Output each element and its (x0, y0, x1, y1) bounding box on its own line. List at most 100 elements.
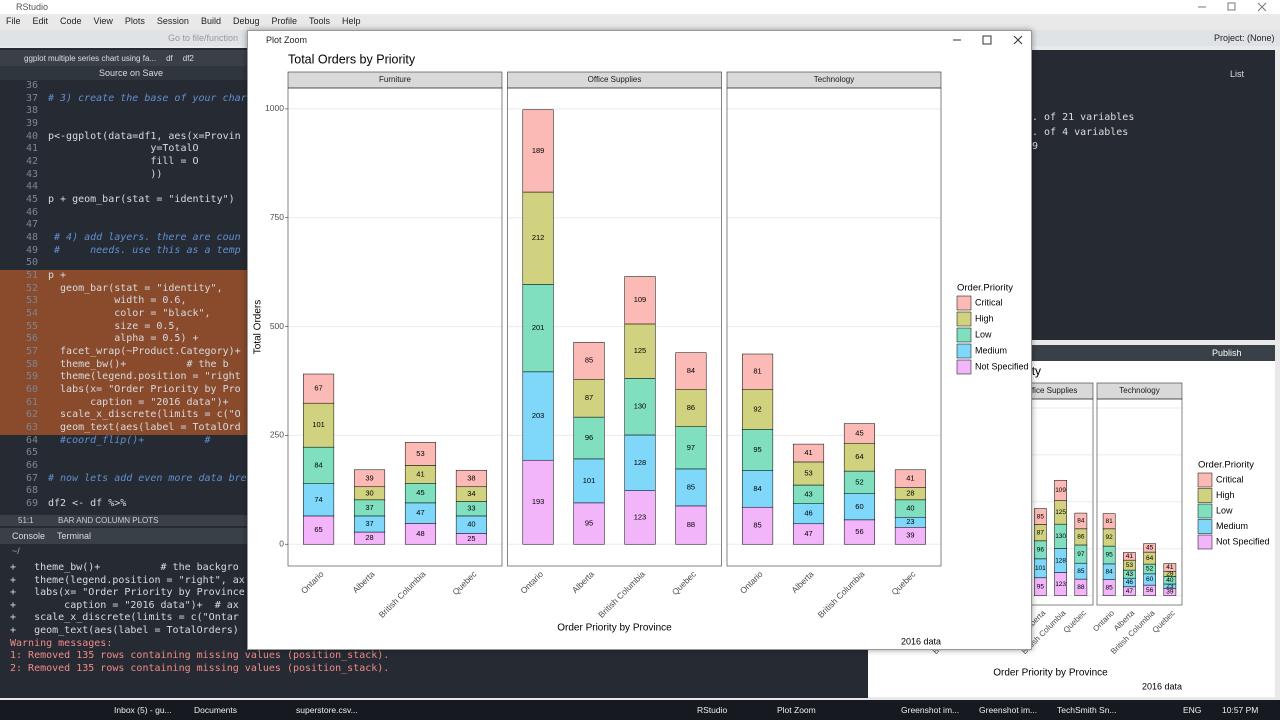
code-line: 49 # needs. use this as a temp (0, 245, 247, 258)
bar-segment (1074, 512, 1088, 530)
menu-item[interactable]: File (6, 16, 21, 26)
taskbar-item[interactable]: RStudio (697, 705, 728, 715)
legend-label: Low (975, 329, 992, 339)
taskbar-item[interactable]: 10:57 PM (1222, 705, 1259, 715)
bar-segment (675, 468, 707, 507)
line-number: 58 (25, 358, 38, 370)
line-number: 63 (25, 422, 38, 434)
code-text: p<-ggplot(data=df1, aes(x=Provin (48, 130, 241, 142)
line-number: 55 (25, 320, 38, 332)
bar-segment (624, 490, 656, 545)
line-number: 60 (25, 384, 38, 396)
x-tick-label: Ontario (738, 569, 765, 596)
code-line: 53 width = 0.6, (0, 295, 247, 309)
bar-segment (843, 442, 876, 472)
console-line: Warning messages: (10, 637, 113, 649)
menu-item[interactable]: Code (60, 16, 82, 26)
taskbar-item[interactable]: Plot Zoom (777, 705, 816, 715)
taskbar-item[interactable]: superstore.csv... (296, 705, 358, 715)
code-line: 59 theme(legend.position = "right (0, 371, 247, 385)
taskbar-item[interactable]: ENG (1183, 705, 1202, 715)
project-menu[interactable]: Project: (None) (1214, 33, 1275, 43)
facet-label: Office Supplies (588, 75, 642, 84)
menu-item[interactable]: Plots (124, 16, 145, 26)
value-label: 60 (1146, 576, 1154, 583)
menu-item[interactable]: Profile (271, 16, 298, 26)
bar-segment (303, 446, 335, 484)
code-line: 44 (0, 181, 247, 194)
taskbar-item[interactable]: TechSmith Sn... (1057, 705, 1117, 715)
bar-segment (1034, 508, 1047, 525)
taskbar-item[interactable]: Greenshot im... (979, 705, 1038, 715)
value-label: 40 (1166, 577, 1174, 584)
bar-segment (1102, 513, 1116, 530)
console-line: + theme_bw()+ # the backgro (10, 562, 239, 573)
value-label: 97 (687, 443, 695, 452)
value-label: 86 (687, 403, 695, 412)
value-label: 92 (753, 404, 761, 413)
value-label: 84 (1106, 569, 1114, 576)
console-line: + labs(x= "Order Priority by Province (10, 587, 245, 599)
environment-row: . of 4 variables (1032, 126, 1129, 138)
value-label: 97 (1077, 551, 1085, 558)
line-number: 47 (25, 219, 38, 231)
value-label: 87 (1037, 529, 1045, 536)
menu-item[interactable]: Help (342, 16, 361, 26)
code-line: 55 size = 0.5, (0, 320, 247, 334)
legend-key (956, 327, 972, 343)
x-tick-label: Ontario (1091, 608, 1116, 633)
value-label: 64 (855, 452, 863, 461)
legend-label: Medium (975, 345, 1007, 355)
value-label: 101 (583, 476, 596, 485)
code-line: 61 caption = "2016 data")+ (0, 396, 247, 410)
code-line: 42 fill = O (0, 156, 247, 169)
value-label: 25 (467, 534, 475, 543)
bar-segment (742, 353, 774, 390)
value-label: 85 (753, 521, 761, 530)
code-line: 52 geom_bar(stat = "identity", (0, 282, 247, 296)
value-label: 84 (314, 460, 322, 469)
editor-tab[interactable]: df (166, 53, 173, 63)
bar-segment (1143, 543, 1156, 553)
editor-tab[interactable]: df2 (182, 53, 194, 63)
bar-segment (1054, 479, 1067, 501)
code-text: fill = O (48, 156, 199, 168)
code-line: 36 (0, 80, 247, 93)
view-toggle[interactable]: List (1230, 69, 1245, 79)
code-line: 48 # 4) add layers. there are coun (0, 232, 247, 245)
taskbar-item[interactable]: Inbox (5) - gu... (114, 705, 172, 715)
y-axis-title: Total Orders (253, 300, 264, 354)
section-name[interactable]: BAR AND COLUMN PLOTS (58, 516, 159, 525)
menu-item[interactable]: View (93, 16, 113, 26)
value-label: 47 (1126, 588, 1134, 595)
bar-segment (742, 389, 774, 430)
value-label: 41 (1166, 564, 1174, 571)
menu-item[interactable]: Session (156, 16, 189, 26)
menu-item[interactable]: Tools (309, 16, 331, 26)
code-line: 69 df2 <- df %>% (0, 498, 247, 511)
editor-tab[interactable]: ggplot multiple series chart using fa... (24, 53, 157, 63)
taskbar-item[interactable]: Greenshot im... (901, 705, 960, 715)
value-label: 53 (1126, 562, 1134, 569)
taskbar-item[interactable]: Documents (194, 705, 237, 715)
line-number: 62 (25, 409, 38, 421)
editor-tabs: ggplot multiple series chart using fa...… (0, 50, 247, 66)
facet-label: Technology (1119, 386, 1159, 395)
console-tab[interactable]: Console (12, 531, 46, 541)
code-text: theme_bw()+ # the b (48, 358, 229, 370)
menu-item[interactable]: Build (200, 16, 221, 26)
legend-label: Not Specified (975, 361, 1029, 371)
code-line: 63 geom_text(aes(label = TotalOrd (0, 422, 247, 435)
value-label: 85 (1037, 513, 1045, 520)
menu-item[interactable]: Debug (232, 16, 260, 26)
line-number: 41 (25, 143, 38, 155)
console-tab[interactable]: Terminal (57, 531, 92, 541)
menu-item[interactable]: Edit (32, 16, 49, 26)
source-on-save[interactable]: Source on Save (99, 68, 164, 78)
value-label: 87 (585, 393, 593, 402)
window-controls[interactable] (1190, 0, 1280, 14)
goto-field[interactable]: Go to file/function (168, 33, 239, 43)
window-controls[interactable] (948, 31, 1031, 49)
value-label: 37 (365, 503, 373, 512)
publish-button[interactable]: Publish (1212, 348, 1242, 358)
